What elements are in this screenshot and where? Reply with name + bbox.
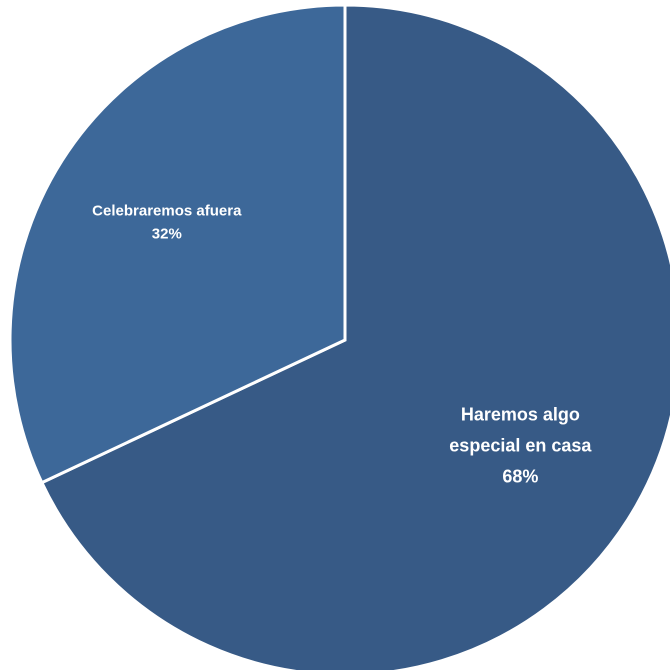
pie-slices [8, 3, 670, 670]
slice-category-label: Celebraremos afuera [92, 202, 242, 219]
slice-category-label: Haremos algo [461, 404, 580, 424]
slice-data-label: Haremos algo especial en casa 68% [449, 404, 592, 486]
pie-labels: Haremos algo especial en casa 68% Celebrare… [92, 202, 592, 486]
slice-data-label: Celebraremos afuera 32% [92, 202, 242, 242]
slice-percent-label: 32% [152, 225, 182, 242]
slice-category-label: especial en casa [449, 435, 592, 455]
slice-percent-label: 68% [502, 466, 538, 486]
pie-slice [8, 3, 347, 485]
pie-slice [39, 3, 670, 670]
